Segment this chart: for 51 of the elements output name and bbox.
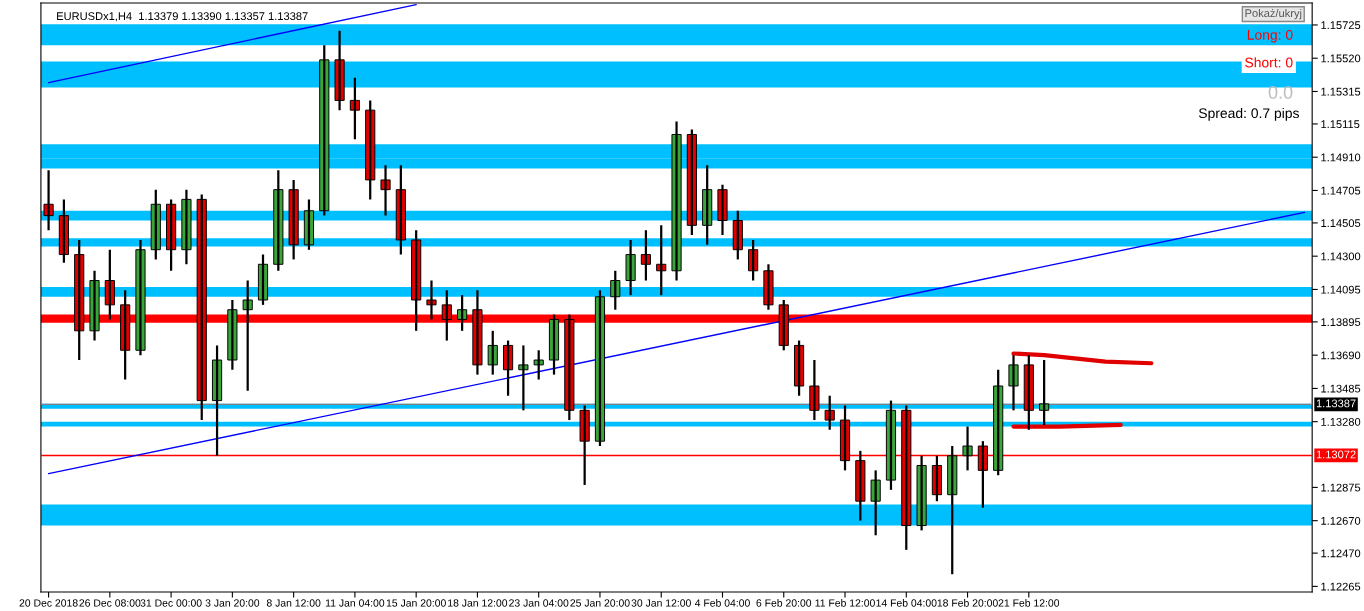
y-tick-label: 1.13895 <box>1321 318 1361 327</box>
candlestick <box>870 469 881 537</box>
y-tick-label: 1.14505 <box>1321 219 1361 228</box>
x-tick-label: 14 Feb 04:00 <box>876 599 937 607</box>
line-series <box>1011 351 1154 366</box>
text: EURUSDx1,H4 1.13379 1.13390 1.13357 1.13387 <box>57 12 308 22</box>
y-tick-label: 1.15115 <box>1321 120 1360 129</box>
x-tick-label: 31 Dec 00:00 <box>140 599 202 607</box>
candlestick <box>824 394 835 431</box>
candlestick <box>227 298 238 371</box>
y-tick-label: 1.15520 <box>1321 54 1361 63</box>
y-tick-label: 1.13280 <box>1321 417 1361 426</box>
x-tick-label: 25 Jan 20:00 <box>570 599 630 607</box>
y-tick-label: 1.12265 <box>1321 582 1361 591</box>
annotation: Spread: 0.7 pips <box>1198 107 1299 121</box>
y-tick-label: 1.14300 <box>1321 252 1361 261</box>
ref-line-label: 1.13387 <box>1316 399 1356 408</box>
x-tick-label: 11 Jan 04:00 <box>325 599 385 607</box>
x-tick-label: 20 Dec 2018 <box>19 599 78 607</box>
y-tick-label: 1.14910 <box>1321 153 1361 162</box>
y-tick-label: 1.15725 <box>1321 21 1361 30</box>
annotation: Short: 0 <box>1245 57 1293 68</box>
annotation: Long: 0 <box>1247 29 1293 43</box>
x-tick-label: 8 Jan 12:00 <box>266 599 321 607</box>
candlestick <box>242 279 253 392</box>
candlestick <box>518 344 529 412</box>
x-tick-label: 4 Feb 04:00 <box>694 599 750 607</box>
x-tick-label: 26 Dec 08:00 <box>79 599 141 607</box>
x-tick-label: 23 Jan 04:00 <box>509 599 569 607</box>
annotation: 0.0 <box>1268 85 1293 99</box>
candlestick <box>426 279 437 321</box>
ref-line-label: 1.13072 <box>1316 450 1356 459</box>
y-tick-label: 1.14705 <box>1321 186 1361 195</box>
y-tick-label: 1.12670 <box>1321 516 1361 525</box>
x-tick-label: 11 Feb 12:00 <box>815 599 875 607</box>
y-tick-label: 1.13690 <box>1321 351 1361 360</box>
annotation: Pokaż/ukryj <box>1245 8 1302 20</box>
x-tick-label: 6 Feb 20:00 <box>756 599 812 607</box>
x-tick-label: 21 Feb 12:00 <box>998 599 1060 607</box>
y-tick-label: 1.14095 <box>1321 285 1361 294</box>
y-tick-label: 1.13485 <box>1321 384 1361 393</box>
candlestick <box>855 449 866 522</box>
candlestick <box>533 349 544 381</box>
x-tick-label: 18 Jan 12:00 <box>448 599 508 607</box>
x-tick-label: 3 Jan 20:00 <box>205 599 260 607</box>
y-tick-label: 1.12875 <box>1321 483 1361 492</box>
x-tick-label: 30 Jan 12:00 <box>631 599 691 607</box>
y-tick-label: 1.12470 <box>1321 549 1361 558</box>
y-tick-label: 1.15315 <box>1321 87 1361 96</box>
x-tick-label: 15 Jan 20:00 <box>386 599 446 607</box>
x-tick-label: 18 Feb 20:00 <box>937 599 998 607</box>
